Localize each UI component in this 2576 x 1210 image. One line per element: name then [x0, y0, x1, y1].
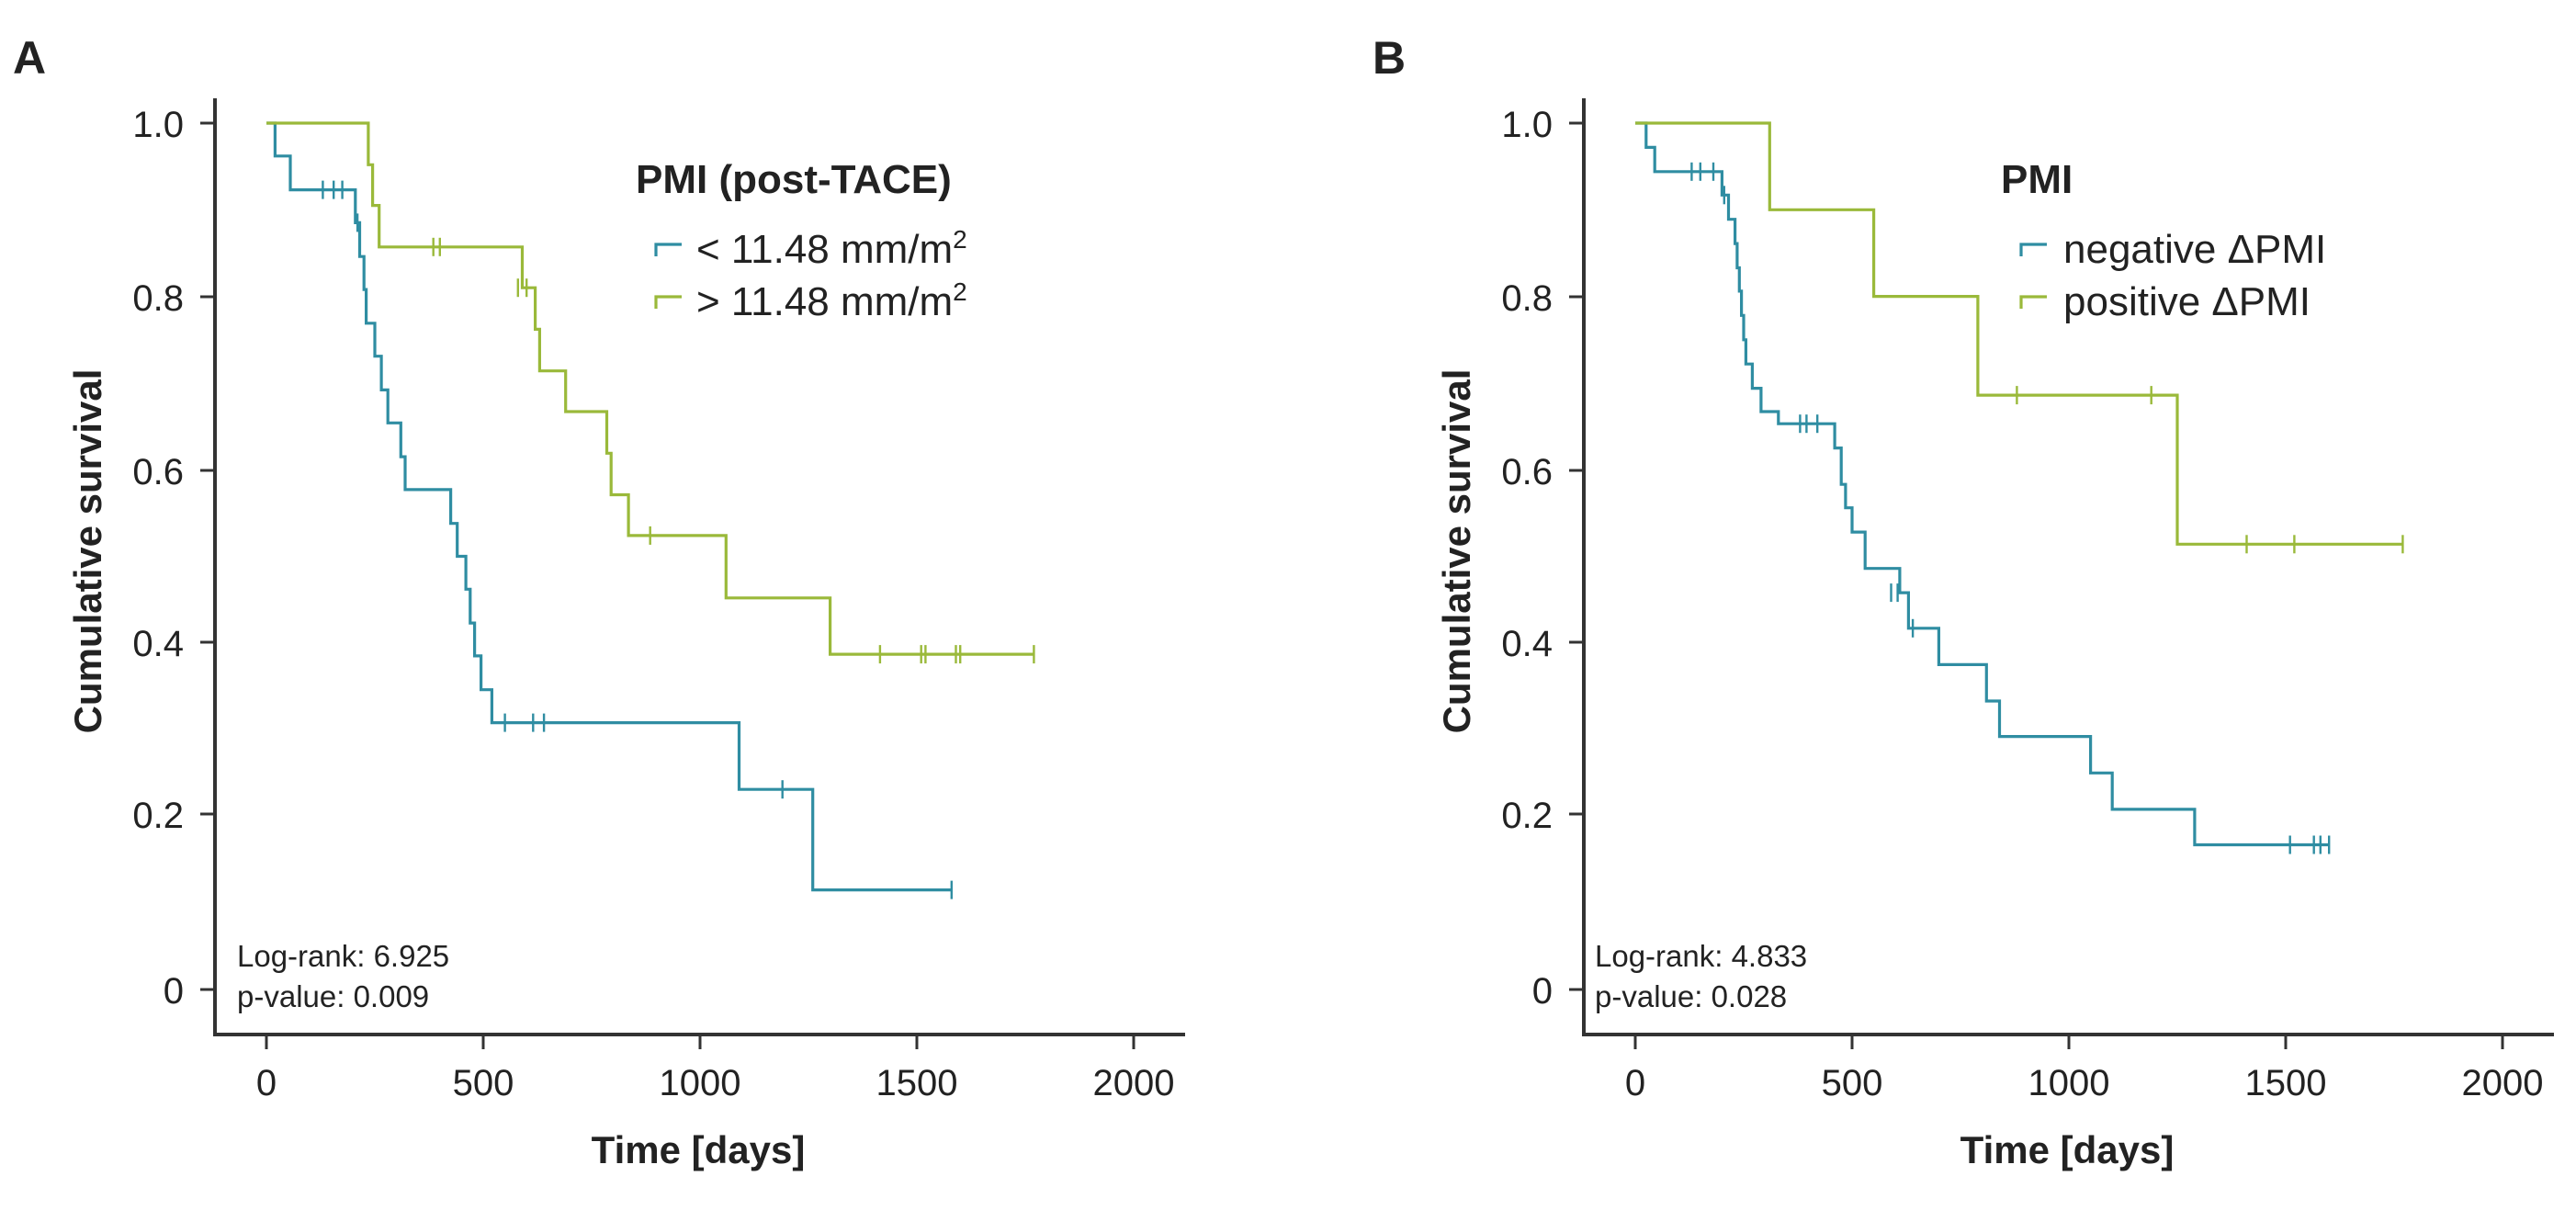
censor-marks-b-positive-dpmi: [2016, 386, 2404, 554]
y-tick-label-b-0: 0: [1532, 971, 1553, 1012]
y-tick-label-a-3: 0.6: [132, 452, 184, 492]
y-axis-title-a: Cumulative survival: [66, 369, 109, 734]
x-tick-label-b-0: 0: [1625, 1063, 1645, 1103]
p-value-text-a: p-value: 0.009: [237, 979, 429, 1013]
y-tick-label-b-4: 0.8: [1501, 278, 1553, 319]
survival-curve-b-negative-dpmi: [1635, 121, 2330, 847]
legend-title-b: PMI: [2001, 157, 2073, 202]
x-axis-b: 0 500 1000 1500 2000: [1625, 1035, 2544, 1103]
legend-label-b-positive-dpmi: positive ΔPMI: [2063, 279, 2310, 324]
y-tick-label-a-2: 0.4: [132, 624, 184, 664]
y-tick-label-a-5: 1.0: [132, 105, 184, 145]
legend-a: PMI (post-TACE) < 11.48 mm/m2 > 11.48 mm…: [636, 157, 967, 324]
y-tick-label-b-2: 0.4: [1501, 624, 1553, 664]
censor-marks-a-high-pmi: [432, 237, 1035, 664]
y-tick-label-a-1: 0.2: [132, 796, 184, 836]
legend-title-a: PMI (post-TACE): [636, 157, 952, 202]
survival-curve-b-positive-dpmi: [1635, 121, 2403, 546]
x-tick-label-a-2: 1000: [660, 1063, 741, 1103]
x-tick-label-b-3: 1500: [2245, 1063, 2327, 1103]
chart-panel-a: A 0 0.2 0.4 0.6 0.8 1.0 0 500 1: [13, 32, 1185, 1171]
log-rank-text-a: Log-rank: 6.925: [237, 939, 449, 973]
y-tick-label-b-3: 0.6: [1501, 452, 1553, 492]
x-tick-label-a-1: 500: [453, 1063, 514, 1103]
y-tick-label-a-0: 0: [164, 971, 184, 1012]
legend-key-a-high-pmi: [654, 295, 682, 309]
legend-b: PMI negative ΔPMI positive ΔPMI: [2001, 157, 2326, 324]
censor-marks-b-negative-dpmi: [1690, 162, 2331, 854]
x-axis-title-b: Time [days]: [1960, 1128, 2175, 1171]
p-value-text-b: p-value: 0.028: [1595, 979, 1787, 1013]
y-axis-title-b: Cumulative survival: [1435, 369, 1478, 734]
log-rank-text-b: Log-rank: 4.833: [1595, 939, 1807, 973]
x-tick-label-b-1: 500: [1822, 1063, 1883, 1103]
survival-curve-a-low-pmi: [266, 121, 952, 892]
legend-key-a-low-pmi: [654, 243, 682, 256]
legend-label-b-negative-dpmi: negative ΔPMI: [2063, 227, 2326, 272]
x-tick-label-b-4: 2000: [2462, 1063, 2544, 1103]
panel-letter-b: B: [1373, 32, 1406, 84]
panel-letter-a: A: [13, 32, 46, 84]
y-tick-label-a-4: 0.8: [132, 278, 184, 319]
y-tick-label-b-5: 1.0: [1501, 105, 1553, 145]
legend-key-b-positive-dpmi: [2019, 295, 2047, 309]
legend-key-b-negative-dpmi: [2019, 243, 2047, 256]
legend-label-a-low-pmi: < 11.48 mm/m2: [696, 225, 967, 272]
x-axis-title-a: Time [days]: [592, 1128, 806, 1171]
y-tick-label-b-1: 0.2: [1501, 796, 1553, 836]
y-axis-a: 0 0.2 0.4 0.6 0.8 1.0: [132, 105, 215, 1012]
axis-lines-a: [213, 98, 1185, 1036]
x-tick-label-a-3: 1500: [876, 1063, 958, 1103]
y-axis-b: 0 0.2 0.4 0.6 0.8 1.0: [1501, 105, 1584, 1012]
x-tick-label-a-0: 0: [256, 1063, 277, 1103]
axis-lines-b: [1582, 98, 2554, 1036]
survival-curve-a-high-pmi: [266, 121, 1034, 656]
x-tick-label-a-4: 2000: [1093, 1063, 1175, 1103]
x-axis-a: 0 500 1000 1500 2000: [256, 1035, 1175, 1103]
legend-label-a-high-pmi: > 11.48 mm/m2: [696, 277, 967, 324]
chart-panel-b: B 0 0.2 0.4 0.6 0.8 1.0 0 500 1000 1500: [1373, 32, 2554, 1171]
censor-marks-a-low-pmi: [322, 180, 954, 899]
x-tick-label-b-2: 1000: [2028, 1063, 2110, 1103]
